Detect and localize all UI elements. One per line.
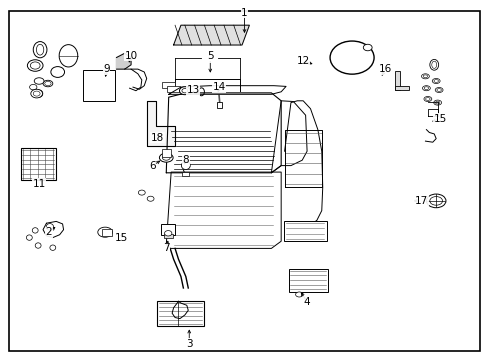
Ellipse shape [26, 235, 32, 240]
Ellipse shape [138, 190, 145, 195]
Bar [102, 229, 112, 236]
Text: 5: 5 [206, 53, 213, 63]
Polygon shape [166, 172, 281, 248]
Ellipse shape [423, 75, 427, 78]
Ellipse shape [425, 98, 429, 100]
Ellipse shape [295, 292, 303, 297]
Ellipse shape [431, 61, 436, 68]
Ellipse shape [429, 59, 438, 70]
Text: 8: 8 [182, 155, 189, 165]
Bar [394, 86, 408, 90]
Bar [288, 269, 327, 292]
Ellipse shape [36, 90, 43, 97]
Text: 3: 3 [185, 339, 192, 349]
Text: 7: 7 [163, 243, 169, 253]
Text: 11: 11 [32, 179, 46, 189]
Ellipse shape [433, 100, 441, 105]
Ellipse shape [59, 45, 78, 67]
Bar [283, 221, 326, 241]
Bar [217, 102, 222, 108]
Ellipse shape [424, 87, 427, 90]
Text: 10: 10 [124, 51, 137, 61]
Polygon shape [166, 93, 281, 173]
Ellipse shape [35, 243, 41, 248]
Bar [394, 71, 399, 90]
Bar [84, 71, 114, 100]
Text: 15: 15 [114, 233, 128, 243]
Ellipse shape [33, 91, 40, 96]
Polygon shape [149, 91, 283, 176]
Text: 18: 18 [150, 132, 164, 143]
Ellipse shape [431, 78, 439, 84]
Ellipse shape [31, 89, 42, 98]
Ellipse shape [98, 227, 112, 237]
Polygon shape [271, 101, 306, 173]
Ellipse shape [27, 60, 43, 71]
Ellipse shape [29, 85, 37, 90]
Text: 12: 12 [296, 56, 309, 66]
Ellipse shape [51, 67, 64, 77]
Ellipse shape [436, 89, 440, 91]
Text: 4: 4 [303, 297, 310, 307]
Ellipse shape [33, 42, 47, 58]
Ellipse shape [429, 197, 442, 205]
Ellipse shape [32, 228, 38, 233]
Ellipse shape [159, 153, 173, 162]
Polygon shape [146, 101, 175, 146]
Polygon shape [116, 53, 131, 69]
Ellipse shape [34, 78, 44, 84]
Ellipse shape [426, 194, 445, 208]
Bar [167, 86, 180, 92]
Polygon shape [427, 109, 437, 116]
Bar [20, 148, 56, 180]
Ellipse shape [181, 162, 190, 170]
Ellipse shape [422, 86, 429, 91]
Text: 9: 9 [103, 64, 110, 74]
Ellipse shape [433, 80, 437, 82]
Ellipse shape [182, 89, 187, 93]
Ellipse shape [46, 224, 54, 230]
Ellipse shape [329, 41, 373, 74]
Polygon shape [173, 25, 249, 45]
Text: 13: 13 [186, 85, 200, 95]
Ellipse shape [423, 96, 431, 102]
Text: 14: 14 [212, 82, 225, 92]
Ellipse shape [198, 88, 204, 96]
Ellipse shape [164, 231, 172, 236]
Text: 1: 1 [241, 8, 247, 18]
Text: 16: 16 [378, 64, 391, 74]
Ellipse shape [421, 74, 428, 79]
Ellipse shape [435, 101, 439, 104]
Bar [83, 70, 115, 101]
Ellipse shape [363, 44, 371, 51]
Text: 15: 15 [432, 114, 446, 124]
Ellipse shape [147, 196, 154, 201]
Bar [163, 234, 172, 238]
Polygon shape [168, 86, 285, 94]
Ellipse shape [45, 81, 51, 86]
Polygon shape [43, 221, 63, 238]
Polygon shape [283, 130, 322, 187]
Ellipse shape [43, 80, 53, 87]
Ellipse shape [162, 155, 170, 160]
Text: 2: 2 [45, 227, 52, 237]
Bar [161, 224, 175, 235]
Bar [162, 82, 175, 88]
Ellipse shape [50, 245, 56, 251]
Bar [157, 301, 203, 326]
Bar [162, 149, 171, 157]
Bar [182, 172, 188, 176]
Text: 17: 17 [414, 196, 427, 206]
Ellipse shape [179, 87, 190, 95]
Ellipse shape [36, 44, 44, 55]
Ellipse shape [30, 62, 40, 69]
Text: 6: 6 [149, 161, 156, 171]
Ellipse shape [434, 87, 442, 93]
Text: 5: 5 [206, 51, 213, 61]
